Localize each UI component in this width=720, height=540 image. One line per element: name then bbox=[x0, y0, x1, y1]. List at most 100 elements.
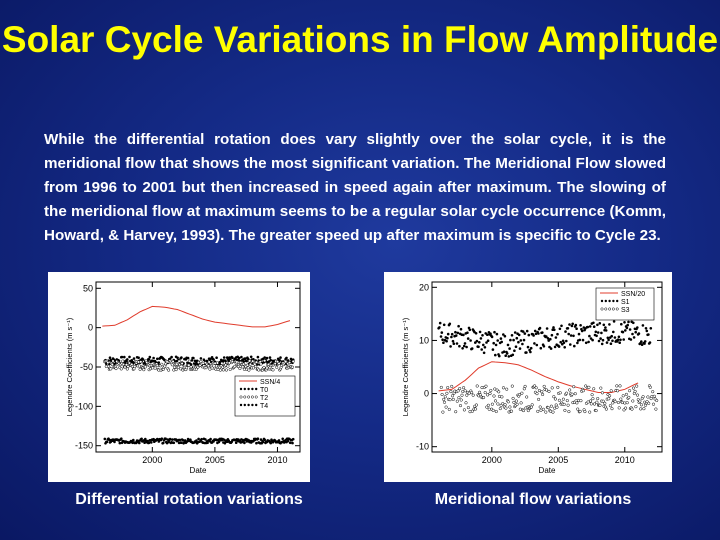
data-point bbox=[588, 410, 592, 414]
data-point bbox=[569, 343, 572, 346]
data-point bbox=[156, 357, 159, 361]
data-point bbox=[233, 364, 237, 369]
data-point bbox=[482, 395, 486, 400]
data-point bbox=[646, 395, 650, 399]
data-point bbox=[230, 359, 234, 363]
data-point bbox=[534, 386, 538, 390]
data-point bbox=[510, 334, 514, 337]
data-point bbox=[598, 403, 602, 407]
data-point bbox=[502, 333, 505, 336]
data-point bbox=[275, 365, 279, 369]
data-point bbox=[562, 402, 566, 406]
meridional-flow-chart: 2000 2005 2010 20 10 0 -10 Date Legendre Coeffic… bbox=[384, 272, 672, 482]
data-point bbox=[262, 365, 266, 369]
data-point bbox=[291, 359, 295, 363]
data-point bbox=[138, 367, 142, 371]
data-point bbox=[153, 366, 157, 370]
data-point bbox=[546, 406, 550, 410]
data-point bbox=[440, 392, 444, 397]
data-point bbox=[526, 345, 530, 349]
data-point bbox=[604, 329, 608, 332]
data-point bbox=[555, 405, 559, 409]
data-point bbox=[236, 364, 240, 369]
data-point bbox=[277, 361, 281, 366]
data-point bbox=[625, 401, 629, 405]
data-point bbox=[279, 356, 282, 359]
series-points bbox=[103, 359, 295, 372]
data-point bbox=[588, 334, 591, 338]
data-point bbox=[488, 392, 492, 396]
data-point bbox=[468, 328, 472, 332]
data-point bbox=[583, 410, 587, 414]
data-point bbox=[514, 399, 518, 403]
data-point bbox=[568, 323, 571, 326]
x-tick-label: 2005 bbox=[548, 455, 568, 465]
data-point bbox=[521, 330, 525, 333]
data-point bbox=[461, 347, 464, 350]
data-point bbox=[616, 400, 620, 405]
data-point bbox=[625, 326, 629, 330]
data-point bbox=[176, 365, 180, 369]
data-point bbox=[482, 343, 485, 347]
data-point bbox=[470, 391, 474, 395]
legend-marker bbox=[239, 387, 243, 391]
data-point bbox=[499, 337, 503, 340]
data-point bbox=[613, 400, 617, 404]
data-point bbox=[269, 441, 272, 445]
data-point bbox=[600, 331, 603, 335]
data-point bbox=[464, 401, 468, 405]
data-point bbox=[105, 440, 109, 444]
data-point bbox=[256, 355, 260, 359]
data-point bbox=[512, 400, 516, 404]
data-point bbox=[442, 397, 446, 401]
data-point bbox=[557, 398, 561, 402]
data-point bbox=[460, 393, 464, 397]
data-point bbox=[530, 403, 534, 407]
data-point bbox=[632, 321, 635, 325]
data-point bbox=[457, 324, 460, 328]
data-point bbox=[563, 346, 566, 349]
data-point bbox=[463, 389, 467, 393]
y-tick-label: -100 bbox=[75, 401, 93, 411]
data-point bbox=[584, 341, 588, 345]
x-tick-label: 2010 bbox=[615, 455, 635, 465]
legend-marker bbox=[251, 403, 254, 407]
data-point bbox=[458, 344, 461, 348]
data-point bbox=[496, 339, 499, 342]
data-point bbox=[458, 387, 462, 391]
data-point bbox=[231, 356, 234, 359]
data-point bbox=[148, 355, 152, 359]
data-point bbox=[142, 368, 146, 372]
data-point bbox=[481, 334, 484, 337]
data-point bbox=[454, 334, 458, 337]
data-point bbox=[602, 323, 606, 327]
data-point bbox=[592, 325, 596, 328]
data-point bbox=[595, 400, 599, 404]
legend-marker bbox=[254, 395, 258, 399]
data-point bbox=[640, 340, 643, 343]
data-point bbox=[458, 404, 463, 408]
data-point bbox=[186, 356, 190, 360]
legend-marker bbox=[612, 299, 615, 303]
data-point bbox=[221, 368, 225, 372]
data-point bbox=[197, 437, 200, 441]
data-point bbox=[172, 441, 176, 445]
data-point bbox=[486, 333, 489, 336]
x-tick-label: 2010 bbox=[267, 455, 287, 465]
data-point bbox=[478, 341, 481, 344]
data-point bbox=[502, 350, 506, 353]
x-tick-label: 2000 bbox=[142, 455, 162, 465]
series-points bbox=[103, 437, 295, 445]
data-point bbox=[243, 441, 246, 445]
data-point bbox=[521, 342, 524, 346]
data-point bbox=[594, 330, 598, 334]
data-point bbox=[537, 332, 540, 335]
data-point bbox=[439, 385, 443, 389]
data-point bbox=[572, 385, 576, 389]
data-point bbox=[441, 338, 444, 341]
data-point bbox=[243, 357, 247, 360]
data-point bbox=[610, 334, 613, 338]
data-point bbox=[248, 362, 252, 366]
data-point bbox=[456, 331, 460, 335]
data-point bbox=[438, 326, 441, 329]
